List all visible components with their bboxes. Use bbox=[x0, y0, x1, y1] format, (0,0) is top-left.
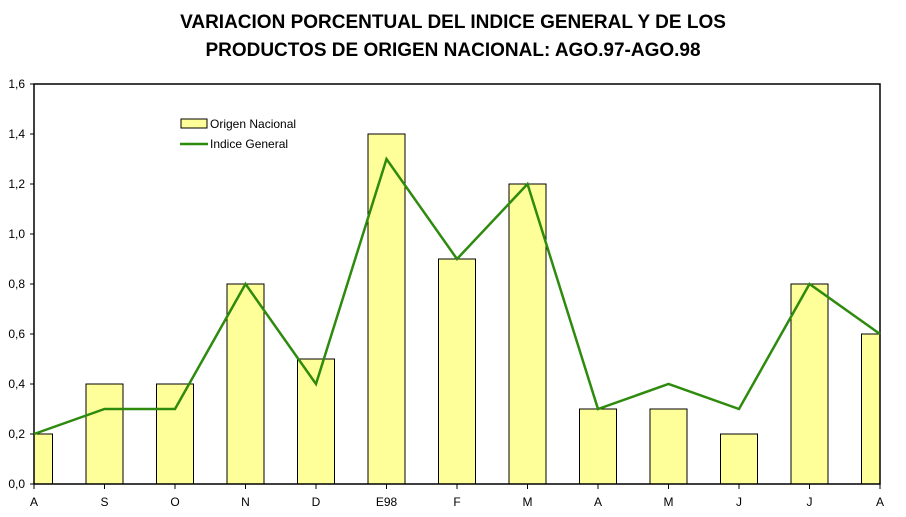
bar-origen-nacional bbox=[367, 133, 406, 484]
y-tick-label: 1,6 bbox=[8, 77, 25, 91]
y-tick-label: 0,6 bbox=[8, 327, 25, 341]
y-tick-label: 1,0 bbox=[8, 227, 25, 241]
bar-origen-nacional bbox=[790, 283, 829, 484]
bar-origen-nacional bbox=[579, 408, 617, 484]
bar-origen-nacional bbox=[508, 183, 547, 484]
x-tick-label: S bbox=[100, 495, 108, 509]
x-tick-label: J bbox=[736, 495, 742, 509]
legend-swatch-bar bbox=[180, 118, 208, 129]
x-tick-label: O bbox=[170, 495, 179, 509]
bar-origen-nacional bbox=[861, 333, 880, 484]
x-tick-label: N bbox=[241, 495, 250, 509]
x-tick-label: J bbox=[807, 495, 813, 509]
x-tick-label: M bbox=[664, 495, 674, 509]
y-tick-label: 1,4 bbox=[8, 127, 25, 141]
x-tick-label: F bbox=[453, 495, 460, 509]
x-tick-label: E98 bbox=[376, 495, 398, 509]
y-tick-label: 0,0 bbox=[8, 477, 25, 491]
bar-origen-nacional bbox=[649, 408, 688, 484]
y-tick-label: 0,8 bbox=[8, 277, 25, 291]
legend-label: Origen Nacional bbox=[210, 117, 296, 131]
bar-origen-nacional bbox=[226, 283, 265, 484]
bar-origen-nacional bbox=[34, 433, 53, 484]
plot-area bbox=[34, 133, 880, 484]
legend-label: Indice General bbox=[210, 137, 288, 151]
y-tick-label: 0,4 bbox=[8, 377, 25, 391]
x-tick-label: A bbox=[594, 495, 602, 509]
x-tick-label: A bbox=[30, 495, 38, 509]
bar-origen-nacional bbox=[438, 258, 476, 484]
x-tick-label: A bbox=[876, 495, 884, 509]
chart-title-line-1: VARIACION PORCENTUAL DEL INDICE GENERAL … bbox=[180, 12, 726, 33]
bar-origen-nacional bbox=[156, 383, 194, 484]
y-tick-label: 1,2 bbox=[8, 177, 25, 191]
bar-origen-nacional bbox=[720, 433, 758, 484]
x-tick-label: D bbox=[312, 495, 321, 509]
y-tick-label: 0,2 bbox=[8, 427, 25, 441]
bar-origen-nacional bbox=[85, 383, 124, 484]
chart-title-line-2: PRODUCTOS DE ORIGEN NACIONAL: AGO.97-AGO… bbox=[205, 40, 701, 61]
bar-origen-nacional bbox=[297, 358, 335, 484]
x-tick-label: M bbox=[523, 495, 533, 509]
